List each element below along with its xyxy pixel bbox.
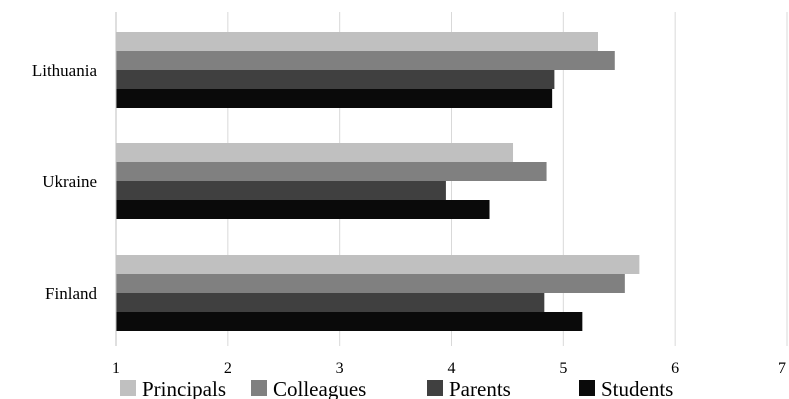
legend-label-parents: Parents: [449, 377, 511, 399]
bar-ukraine-parents: [116, 181, 446, 200]
bar-ukraine-principals: [116, 143, 514, 162]
bars: [116, 32, 640, 331]
legend: Principals Colleagues Parents Students: [120, 377, 673, 399]
legend-swatch-colleagues: [251, 380, 267, 396]
category-label-finland: Finland: [45, 284, 97, 303]
x-tick-label: 3: [336, 360, 344, 377]
bar-finland-colleagues: [116, 274, 625, 293]
axes: 1 2 3 4 5 6 7 Lithuania Ukraine Finland: [32, 12, 786, 377]
bar-finland-principals: [116, 255, 640, 274]
bar-ukraine-colleagues: [116, 162, 547, 181]
category-label-ukraine: Ukraine: [42, 172, 97, 191]
bar-lithuania-parents: [116, 70, 555, 89]
legend-swatch-principals: [120, 380, 136, 396]
legend-swatch-students: [579, 380, 595, 396]
bar-lithuania-colleagues: [116, 51, 615, 70]
bar-finland-parents: [116, 293, 545, 312]
x-tick-label: 6: [671, 360, 679, 377]
legend-label-students: Students: [601, 377, 673, 399]
bar-lithuania-students: [116, 89, 553, 108]
legend-label-colleagues: Colleagues: [273, 377, 366, 399]
bar-lithuania-principals: [116, 32, 599, 51]
category-label-lithuania: Lithuania: [32, 61, 98, 80]
legend-label-principals: Principals: [142, 377, 226, 399]
x-tick-label: 5: [559, 360, 567, 377]
legend-swatch-parents: [427, 380, 443, 396]
x-tick-label: 7: [778, 360, 786, 377]
bar-finland-students: [116, 312, 583, 331]
x-tick-label: 4: [448, 360, 456, 377]
bar-ukraine-students: [116, 200, 490, 219]
x-tick-label: 1: [112, 360, 120, 377]
x-tick-label: 2: [224, 360, 232, 377]
